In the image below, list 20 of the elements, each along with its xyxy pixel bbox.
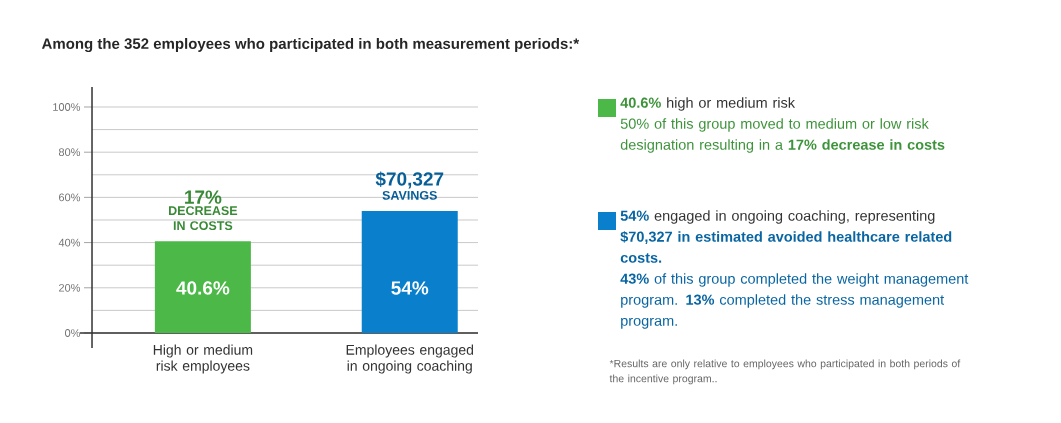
text: *Results are only relative to employees who participated in both periods of the incentive program.. — [609, 359, 961, 385]
y-tick-label: 60% — [59, 193, 81, 202]
text: 40.6% high or medium risk — [620, 97, 796, 111]
y-tick-label: 40% — [58, 238, 81, 247]
text: 54% engaged in ongoing coaching, representing $70,327 in estimated avoided healthcare related costs. — [620, 210, 952, 263]
text: 50% of this group moved to medium or low risk designation resulting in a 17% decrease in costs — [620, 118, 945, 153]
x-tick-label: Employees engaged in ongoing coaching — [346, 344, 474, 374]
data-label: 40.6% — [176, 281, 230, 295]
x-tick-label: High or medium risk employees — [153, 344, 253, 374]
annotation: 17% — [185, 190, 222, 204]
y-tick-label: 20% — [59, 283, 81, 292]
y-tick-label: 0% — [65, 329, 81, 337]
annotation: SAVINGS — [382, 190, 437, 200]
text: 43% of this group completed the weight management program. 13% completed the stress management program. — [620, 273, 969, 329]
annotation: DECREASE IN COSTS — [168, 206, 238, 231]
data-label: 54% — [391, 281, 429, 295]
y-tick-label: 80% — [58, 148, 81, 157]
y-tick-label: 100% — [53, 103, 81, 111]
chart-title: Among the 352 employees who participated in both measurement periods:* — [41, 37, 580, 53]
annotation: $70,327 — [375, 171, 444, 189]
